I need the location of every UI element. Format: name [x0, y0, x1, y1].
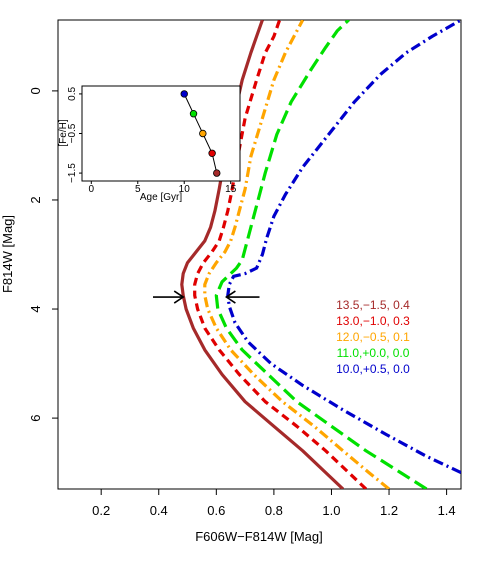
isochrone-line-2 — [193, 20, 368, 489]
legend-entry-4: 11.0,+0.0, 0.0 — [337, 346, 410, 360]
inset-point — [208, 149, 216, 157]
y-tick-label: 2 — [28, 196, 43, 203]
x-tick-label: 1.4 — [438, 503, 456, 518]
inset-x-axis: 0 5 10 15 — [89, 181, 237, 195]
inset-x-tick-label: 0 — [89, 184, 95, 195]
legend-entry-5: 10.0,+0.5, 0.0 — [336, 362, 410, 376]
inset-point — [189, 110, 198, 118]
inset-y-tick-label: 0.5 — [67, 87, 78, 101]
y-axis-title: F814W [Mag] — [0, 215, 15, 293]
x-tick-label: 0.8 — [265, 503, 283, 518]
inset-point — [199, 129, 207, 138]
inset-point — [213, 169, 221, 177]
isochrone-line-5 — [226, 20, 461, 475]
x-tick-label: 0.2 — [92, 503, 110, 518]
legend: 13.5,−1.5, 0.4 13.0,−1.0, 0.3 12.0,−0.5, 0… — [336, 298, 410, 376]
annotation-layer — [152, 290, 260, 304]
inset-data-layer — [180, 90, 221, 177]
x-tick-label: 1.0 — [322, 503, 340, 518]
x-tick-label: 0.6 — [207, 503, 225, 518]
legend-entry-1: 13.5,−1.5, 0.4 — [336, 298, 410, 312]
main-plot-area: 0.2 0.4 0.6 0.8 1.0 1.2 1.4 0 2 4 6 F606W−F814W [… — [0, 19, 462, 544]
inset-y-tick-label: −1.5 — [67, 163, 78, 183]
inset-y-axis: 0.5 −0.5 −1.5 — [67, 87, 82, 183]
isochrone-line-4 — [214, 20, 428, 489]
arrow-head-2 — [224, 290, 236, 304]
inset-frame — [81, 85, 241, 182]
inset-y-axis-title: [Fe/H] — [58, 119, 69, 146]
inset-x-tick-label: 15 — [225, 184, 237, 195]
x-axis: 0.2 0.4 0.6 0.8 1.0 1.2 1.4 — [92, 489, 456, 518]
inset-plot: 0 5 10 15 0.5 −0.5 −1.5 Age [Gyr] [Fe/H] — [58, 85, 241, 203]
y-tick-label: 4 — [28, 305, 43, 312]
arrow-head-1 — [173, 290, 185, 304]
y-tick-label: 0 — [28, 87, 43, 94]
x-tick-label: 0.4 — [150, 503, 168, 518]
inset-x-tick-label: 5 — [135, 184, 141, 195]
y-tick-label: 6 — [28, 414, 43, 421]
inset-y-tick-label: −0.5 — [67, 123, 78, 143]
inset-x-tick-label: 10 — [179, 184, 191, 195]
legend-entry-2: 13.0,−1.0, 0.3 — [336, 314, 410, 328]
inset-point — [180, 90, 188, 98]
x-axis-title: F606W−F814W [Mag] — [195, 529, 323, 544]
x-tick-label: 1.2 — [380, 503, 398, 518]
legend-entry-3: 12.0,−0.5, 0.1 — [336, 330, 410, 344]
inset-x-axis-title: Age [Gyr] — [140, 192, 182, 203]
y-axis: 0 2 4 6 — [28, 87, 58, 422]
plot-frame — [57, 19, 462, 490]
isochrone-line-3 — [203, 20, 391, 489]
